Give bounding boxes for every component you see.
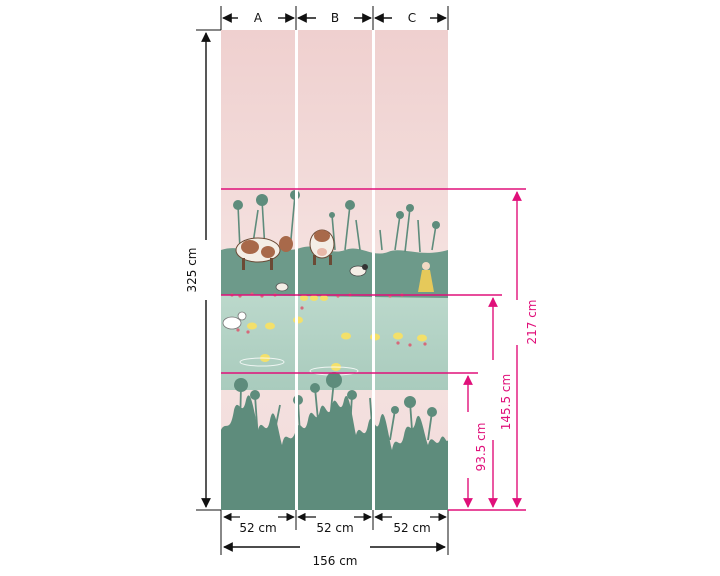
panel-seam-bc — [372, 28, 375, 512]
marker-93-label: 93.5 cm — [474, 423, 488, 472]
lower-flower-heads — [234, 372, 437, 417]
marker-145-label: 145.5 cm — [499, 374, 513, 430]
hen-figure — [275, 282, 289, 292]
width-a-label: 52 cm — [239, 521, 276, 535]
total-height-dimension: 325 cm — [185, 29, 221, 511]
height-markers: 217 cm 145.5 cm 93.5 cm — [221, 188, 539, 511]
marker-217-label: 217 cm — [525, 299, 539, 344]
panel-labels: A B C — [220, 6, 449, 30]
total-width-label: 156 cm — [312, 554, 357, 568]
width-c-label: 52 cm — [393, 521, 430, 535]
lower-meadow-stems — [239, 379, 433, 441]
lower-meadow-silhouette — [221, 395, 448, 510]
bottom-width-dimensions: 52 cm 52 cm 52 cm 156 cm — [220, 510, 449, 568]
total-height-label: 325 cm — [185, 247, 199, 292]
panel-a-label: A — [254, 11, 263, 25]
wallpaper-artwork — [221, 28, 448, 512]
cow-right — [309, 229, 335, 265]
panel-c-label: C — [408, 11, 416, 25]
cow-left — [235, 236, 293, 270]
dog-figure — [349, 264, 368, 277]
panel-seam-ab — [295, 28, 298, 512]
width-b-label: 52 cm — [316, 521, 353, 535]
girl-figure — [418, 262, 434, 292]
panel-b-label: B — [331, 11, 339, 25]
